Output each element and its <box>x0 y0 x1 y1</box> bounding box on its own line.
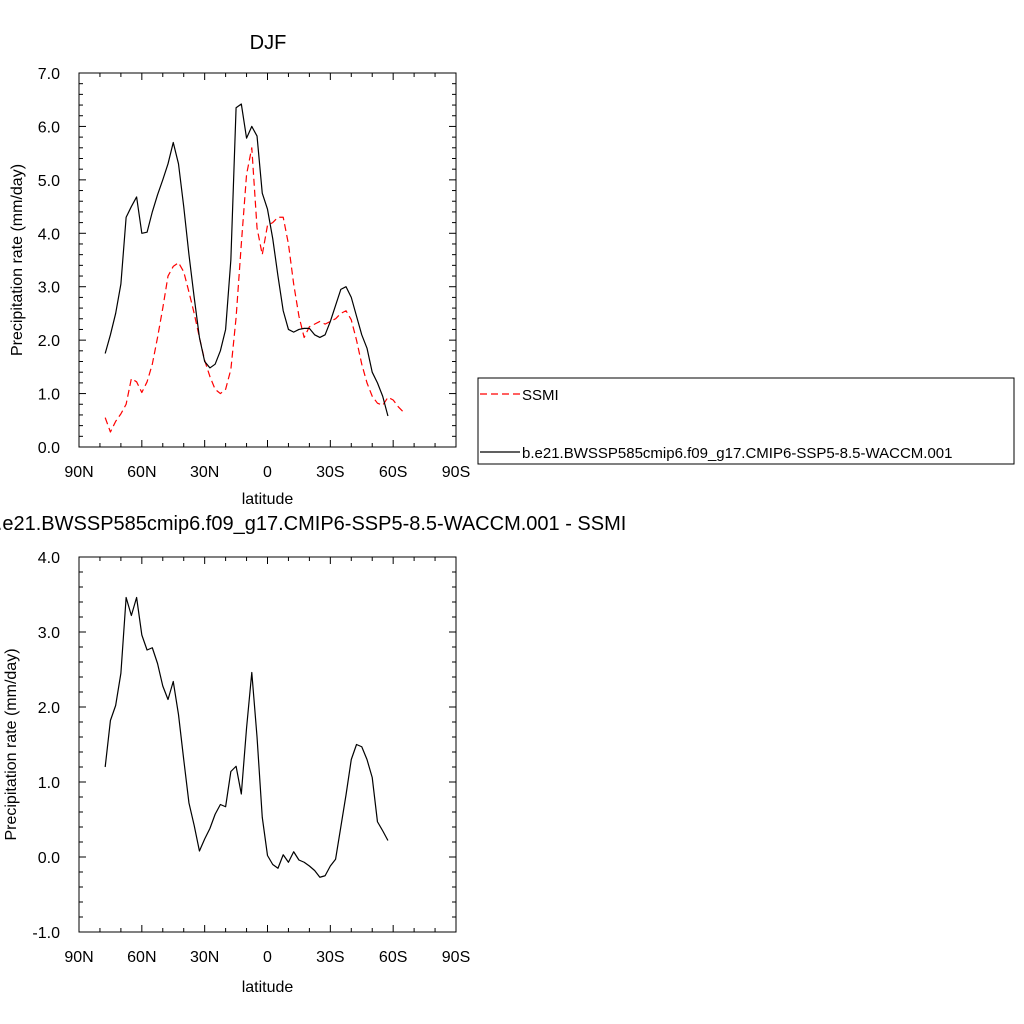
series-line-0 <box>104 596 389 878</box>
top-panel-djf-zonal-mean: 90N 60N 30N 0 30S 60S 90S 0.0 1.0 2.0 3.0 4.0 5.0 6.0… <box>9 32 470 508</box>
y-tick-label: 3.0 <box>38 280 60 297</box>
y-tick-label: 3.0 <box>38 625 60 642</box>
y-tick-label: 0.0 <box>38 440 60 457</box>
legend-label-0: SSMI <box>522 387 559 404</box>
y-tick-label: 0.0 <box>38 850 60 867</box>
y-axis-label: Precipitation rate (mm/day) <box>9 164 26 356</box>
plot-frame <box>78 72 457 448</box>
x-tick-label: 30S <box>316 464 344 481</box>
y-tick-label: 4.0 <box>38 226 60 243</box>
x-tick-label: 90N <box>64 949 93 966</box>
y-tick-label: 1.0 <box>38 387 60 404</box>
x-tick-label: 90S <box>442 464 470 481</box>
series-line-1 <box>104 103 389 417</box>
series-line-0 <box>104 147 405 433</box>
y-axis-label: Precipitation rate (mm/day) <box>3 648 20 840</box>
y-tick-label: 2.0 <box>38 333 60 350</box>
y-tick-label: 4.0 <box>38 550 60 567</box>
x-axis-label: latitude <box>242 979 294 996</box>
x-tick-label: 30N <box>190 464 219 481</box>
y-tick-label: 2.0 <box>38 700 60 717</box>
x-tick-label: 60N <box>127 464 156 481</box>
bottom-panel-difference: 90N 60N 30N 0 30S 60S 90S -1.0 0.0 1.0 2.0 3.0 4.0 la… <box>0 513 626 996</box>
x-axis-label: latitude <box>242 491 294 508</box>
x-tick-label: 90S <box>442 949 470 966</box>
y-tick-label: 6.0 <box>38 119 60 136</box>
x-tick-label: 30N <box>190 949 219 966</box>
y-tick-label: 7.0 <box>38 66 60 83</box>
legend-label-1: b.e21.BWSSP585cmip6.f09_g17.CMIP6-SSP5-8… <box>522 445 952 462</box>
x-tick-label: 90N <box>64 464 93 481</box>
chart-title: DJF <box>250 32 287 54</box>
x-tick-label: 0 <box>263 464 272 481</box>
x-tick-label: 30S <box>316 949 344 966</box>
x-tick-label: 0 <box>263 949 272 966</box>
y-tick-label: -1.0 <box>32 925 60 942</box>
y-tick-label: 1.0 <box>38 775 60 792</box>
x-tick-label: 60S <box>379 464 407 481</box>
x-tick-label: 60S <box>379 949 407 966</box>
chart-title: b.e21.BWSSP585cmip6.f09_g17.CMIP6-SSP5-8… <box>0 513 626 535</box>
legend-box <box>477 377 1015 465</box>
legend: SSMI b.e21.BWSSP585cmip6.f09_g17.CMIP6-SS… <box>477 377 1015 465</box>
x-tick-label: 60N <box>127 949 156 966</box>
y-tick-label: 5.0 <box>38 173 60 190</box>
plot-frame <box>78 556 457 933</box>
